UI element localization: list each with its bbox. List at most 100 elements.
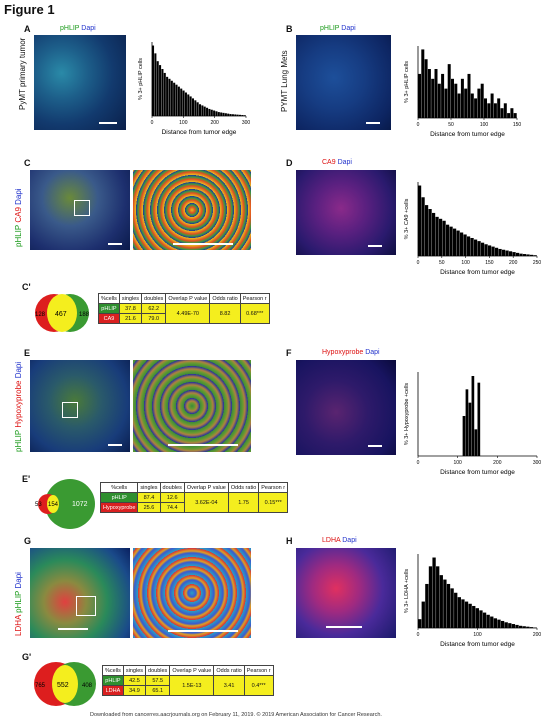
histogram-bar: [236, 114, 239, 116]
histogram-bar: [199, 104, 202, 116]
scale-bar: [108, 243, 122, 245]
histogram-bar: [495, 247, 499, 256]
p-value-cell: 4.49E-70: [165, 303, 211, 324]
histogram-bar: [215, 111, 218, 116]
panel-d-caption: CA9 Dapi: [322, 159, 352, 166]
table-header: Pearson r: [243, 665, 274, 676]
histogram-bar: [154, 53, 157, 116]
table-header: singles: [118, 293, 143, 304]
table-header: singles: [137, 482, 161, 493]
panel-f-histogram: 0 100 200 300 Distance from tumor edge % 3+ H…: [404, 372, 541, 476]
scale-bar: [99, 122, 117, 124]
panel-d-label: D: [286, 158, 293, 168]
x-tick-label: 50: [448, 122, 454, 128]
histogram-bar: [231, 114, 234, 116]
histogram-bar: [509, 251, 513, 256]
panel-f-caption: Hypoxyprobe Dapi: [322, 349, 380, 356]
histogram-bar: [453, 228, 457, 256]
histogram-bar: [201, 105, 204, 116]
venn-overlap-count: 552: [57, 682, 69, 689]
venn-right-count: 188: [79, 312, 90, 318]
histogram-bar: [468, 402, 472, 456]
table-header: doubles: [141, 293, 167, 304]
histogram-bar: [508, 623, 512, 628]
table-header: %cells: [99, 482, 139, 493]
row-name: pHLIP: [102, 675, 124, 686]
x-tick-label: 100: [179, 120, 188, 126]
histogram-bar: [238, 114, 241, 116]
singles-cell: 37.8: [118, 303, 143, 314]
table-header: Odds ratio: [227, 482, 260, 493]
x-axis-label: Distance from tumor edge: [440, 469, 515, 476]
histogram-bar: [182, 90, 185, 116]
histogram-bar: [474, 98, 478, 118]
panel-a-histogram: 0 100 200 300 Distance from tumor edge % 3+ p…: [138, 42, 250, 136]
histogram-bar: [507, 113, 511, 118]
panel-a-caption: pHLIP Dapi: [60, 25, 96, 32]
histogram-bar: [468, 603, 472, 628]
x-tick-label: 0: [151, 120, 154, 126]
panel-g-label: G: [24, 536, 32, 546]
histogram-bar: [152, 45, 155, 116]
venn-circle-large: [45, 479, 95, 529]
histogram-bar: [447, 64, 451, 118]
inset-box: [74, 200, 90, 216]
panel-g-zoom-micrograph: [133, 548, 251, 638]
histogram-bar: [206, 107, 209, 116]
odds-ratio-cell: 8.82: [209, 303, 241, 324]
pearson-cell: 0.68***: [239, 303, 270, 324]
x-axis-label: Distance from tumor edge: [430, 131, 505, 138]
histogram-bar: [477, 241, 481, 256]
p-value-cell: 1.5E-13: [169, 675, 215, 696]
histogram-bar: [432, 212, 436, 256]
panel-g-side-label: LDHA pHLIP Dapi: [14, 572, 23, 636]
histogram-bar: [463, 234, 467, 256]
panel-b-histogram: 0 50 100 150 Distance from tumor edge % 3+ pH…: [404, 46, 521, 138]
x-tick-label: 100: [461, 260, 470, 266]
x-tick-label: 100: [473, 632, 482, 638]
panel-e-micrograph: [30, 360, 130, 452]
x-tick-label: 200: [509, 260, 518, 266]
histogram-bar: [243, 115, 246, 116]
histogram-bar: [490, 616, 494, 628]
panel-h-micrograph: [296, 548, 396, 638]
histogram-bar: [464, 601, 469, 628]
panel-h-label: H: [286, 536, 293, 546]
histogram-bar: [503, 103, 507, 118]
histogram-bar: [518, 625, 523, 628]
x-axis-label: Distance from tumor edge: [440, 269, 515, 276]
y-axis-label: % 3+ pHLIP cells: [138, 58, 144, 100]
histogram-bar: [446, 224, 450, 256]
histogram-bar: [522, 626, 526, 628]
venn-left-count: 765: [35, 683, 46, 689]
histogram-bar: [425, 583, 429, 628]
x-tick-label: 100: [453, 460, 462, 466]
panel-e-zoom-micrograph: [133, 360, 251, 452]
row-name: pHLIP: [99, 492, 139, 503]
venn-right-count: 408: [82, 683, 93, 689]
panel-e-side-label: pHLIP Hypoxyprobe Dapi: [14, 361, 23, 452]
doubles-cell: 57.5: [145, 675, 171, 686]
histogram-bar: [442, 220, 446, 256]
histogram-bar: [436, 566, 440, 628]
panel-c-prime-stats-table: %cells singles doubles Overlap P value Odds …: [98, 293, 270, 324]
table-header: Overlap P value: [165, 293, 211, 304]
histogram-bar: [454, 592, 458, 628]
histogram-bar: [435, 216, 439, 256]
panel-g-prime-label: G': [22, 652, 32, 662]
histogram-bar: [418, 73, 421, 118]
odds-ratio-cell: 1.75: [227, 492, 260, 513]
singles-cell: 25.6: [137, 502, 161, 513]
histogram-bar: [229, 114, 232, 116]
histogram-bar: [168, 78, 171, 116]
histogram-bar: [421, 601, 425, 628]
histogram-bar: [510, 108, 514, 118]
histogram-bar: [487, 103, 491, 118]
histogram-bar: [472, 605, 476, 628]
table-header: %cells: [98, 293, 120, 304]
inset-box: [62, 402, 78, 418]
pearson-cell: 0.15***: [258, 492, 289, 513]
histogram-bar: [443, 579, 447, 628]
panel-a-label: A: [24, 24, 31, 34]
scale-bar: [326, 626, 362, 628]
